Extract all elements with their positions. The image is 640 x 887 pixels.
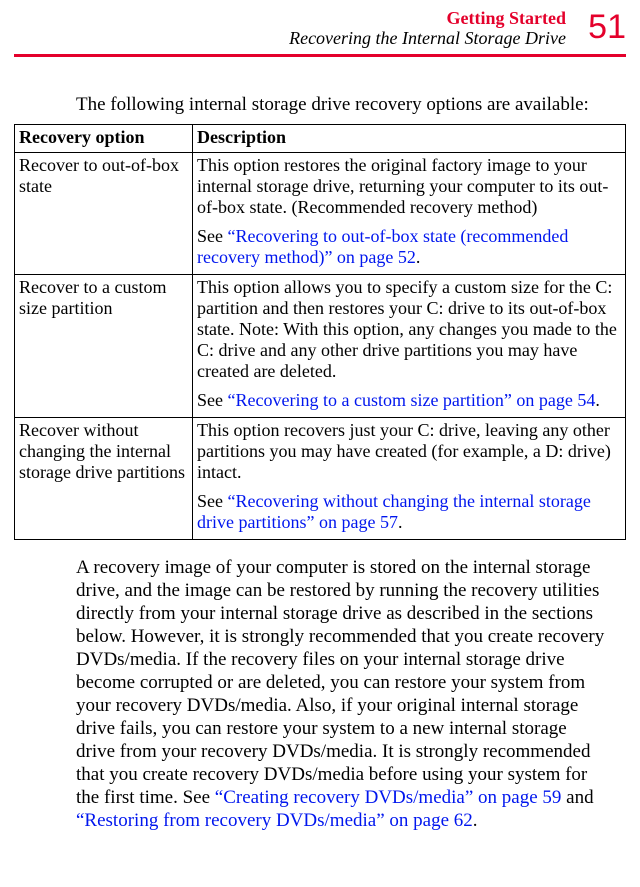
see-prefix: See — [197, 491, 228, 511]
see-suffix: . — [595, 390, 600, 410]
header-titles: Getting Started Recovering the Internal … — [289, 8, 566, 48]
table-row: Recover to out-of-box state This option … — [15, 153, 626, 275]
xref-link[interactable]: “Creating recovery DVDs/media” on page 5… — [215, 787, 562, 808]
see-line: See “Recovering to a custom size partiti… — [197, 390, 621, 411]
subsection-title: Recovering the Internal Storage Drive — [289, 28, 566, 48]
page: Getting Started Recovering the Internal … — [0, 0, 640, 887]
see-prefix: See — [197, 226, 228, 246]
body-mid: and — [561, 787, 593, 808]
table-row: Recover to a custom size partition This … — [15, 275, 626, 418]
see-line: See “Recovering to out-of-box state (rec… — [197, 226, 621, 268]
body-post: . — [473, 810, 478, 831]
see-line: See “Recovering without changing the int… — [197, 491, 621, 533]
section-title: Getting Started — [289, 8, 566, 28]
xref-link[interactable]: “Recovering to out-of-box state (recomme… — [197, 226, 568, 267]
col-header-description: Description — [193, 125, 626, 153]
description-cell: This option restores the original factor… — [193, 153, 626, 275]
option-cell: Recover to a custom size partition — [15, 275, 193, 418]
page-number: 51 — [588, 10, 626, 44]
description-cell: This option allows you to specify a cust… — [193, 275, 626, 418]
see-suffix: . — [398, 512, 403, 532]
see-suffix: . — [416, 247, 421, 267]
see-prefix: See — [197, 390, 228, 410]
body-pre: A recovery image of your computer is sto… — [76, 557, 604, 808]
option-cell: Recover without changing the internal st… — [15, 418, 193, 540]
xref-link[interactable]: “Restoring from recovery DVDs/media” on … — [76, 810, 473, 831]
table-header-row: Recovery option Description — [15, 125, 626, 153]
header-rule — [14, 54, 626, 57]
description-text: This option restores the original factor… — [197, 155, 621, 218]
body-paragraph: A recovery image of your computer is sto… — [76, 556, 608, 832]
intro-text: The following internal storage drive rec… — [76, 94, 626, 116]
xref-link[interactable]: “Recovering to a custom size partition” … — [228, 390, 596, 410]
description-cell: This option recovers just your C: drive,… — [193, 418, 626, 540]
description-text: This option allows you to specify a cust… — [197, 277, 621, 382]
col-header-option: Recovery option — [15, 125, 193, 153]
recovery-options-table: Recovery option Description Recover to o… — [14, 124, 626, 540]
description-text: This option recovers just your C: drive,… — [197, 420, 621, 483]
xref-link[interactable]: “Recovering without changing the interna… — [197, 491, 591, 532]
page-header: Getting Started Recovering the Internal … — [14, 8, 626, 62]
table-row: Recover without changing the internal st… — [15, 418, 626, 540]
option-cell: Recover to out-of-box state — [15, 153, 193, 275]
